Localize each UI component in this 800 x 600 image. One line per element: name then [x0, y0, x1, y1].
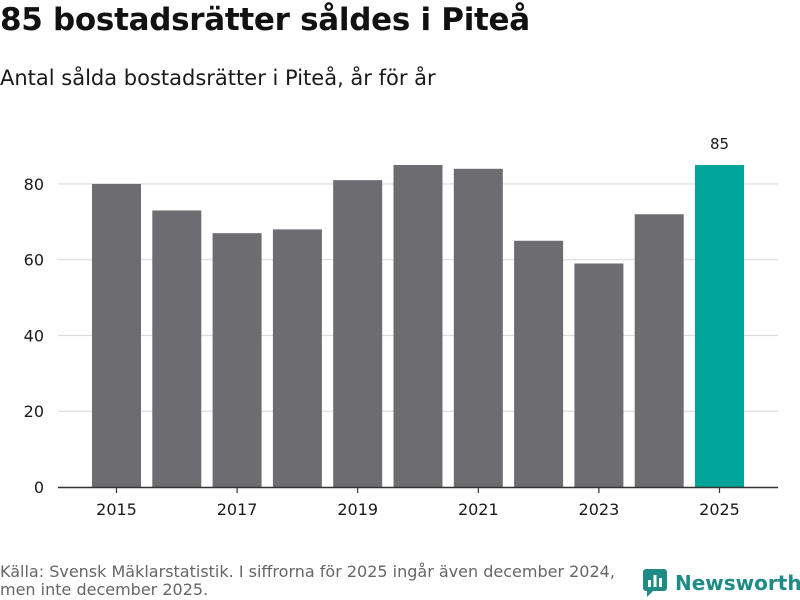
y-tick-label-20: 20 — [24, 402, 44, 421]
bar-2020 — [393, 165, 443, 487]
bar-2023 — [574, 263, 624, 487]
x-tick-label-2017: 2017 — [217, 500, 258, 519]
bar-2019 — [333, 180, 383, 487]
bar-2024 — [634, 214, 684, 487]
y-tick-label-60: 60 — [24, 251, 44, 270]
newsworthy-logo-text: Newsworthy — [675, 571, 800, 595]
bar-chart: 0 20 40 60 80 2015 2017 2019 2021 2023 2025 85 — [24, 135, 778, 519]
bar-2018 — [272, 229, 322, 487]
x-tick-label-2023: 2023 — [579, 500, 620, 519]
x-tick-label-2025: 2025 — [699, 500, 740, 519]
x-tick-label-2021: 2021 — [458, 500, 499, 519]
bar-2022 — [514, 240, 564, 487]
source-note: Källa: Svensk Mäklarstatistik. I siffror… — [0, 562, 615, 599]
y-tick-label-40: 40 — [24, 326, 44, 345]
bar-2025 — [695, 165, 744, 487]
bar-2016 — [152, 210, 202, 488]
bar-2021 — [453, 168, 503, 487]
x-tick-label-2015: 2015 — [96, 500, 137, 519]
bar-2015 — [92, 183, 141, 488]
y-tick-label-80: 80 — [24, 175, 44, 194]
newsworthy-logo-icon — [643, 569, 667, 597]
newsworthy-logo: Newsworthy — [643, 568, 800, 598]
x-tick-label-2019: 2019 — [337, 500, 378, 519]
y-tick-label-0: 0 — [34, 478, 44, 497]
data-label-2025: 85 — [710, 135, 729, 153]
chart-subtitle: Antal sålda bostadsrätter i Piteå, år fö… — [0, 66, 436, 90]
chart-title: 85 bostadsrätter såldes i Piteå — [0, 2, 530, 38]
bar-2017 — [212, 233, 262, 487]
